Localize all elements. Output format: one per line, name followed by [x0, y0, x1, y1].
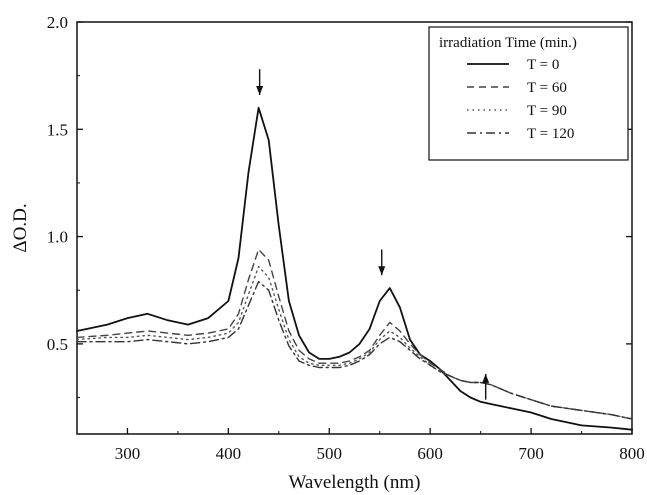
y-axis-title: ΔO.D.: [10, 203, 31, 252]
plot-frame: [76, 21, 633, 435]
series-line-0: [76, 106, 633, 431]
x-tick-label: 700: [518, 444, 544, 463]
arrow-head-down-0: [256, 85, 264, 95]
x-axis-title: Wavelength (nm): [289, 472, 421, 493]
legend-label-3: T = 120: [527, 126, 574, 142]
annotations: [256, 69, 490, 400]
x-tick-label: 400: [216, 444, 242, 463]
x-tick-label: 800: [619, 444, 645, 463]
series-line-3: [76, 280, 633, 420]
series-line-2: [76, 265, 633, 420]
series-line-1: [76, 248, 633, 420]
legend-label-2: T = 90: [527, 103, 567, 119]
ticks: 300 400 500 600 700 800 0.5 1.0 1.5 2.0: [47, 13, 645, 463]
y-tick-label: 1.5: [47, 120, 68, 139]
y-tick-label: 0.5: [47, 335, 68, 354]
arrow-head-down-1: [378, 266, 386, 276]
legend: irradiation Time (min.) T = 0 T = 60 T = 9…: [428, 26, 629, 161]
legend-box: [428, 26, 629, 161]
legend-label-1: T = 60: [527, 80, 567, 96]
arrow-head-up-2: [482, 373, 490, 383]
y-tick-label: 2.0: [47, 13, 68, 32]
legend-entries: T = 0 T = 60 T = 90 T = 120: [467, 57, 574, 142]
x-tick-label: 500: [317, 444, 343, 463]
y-tick-label: 1.0: [47, 228, 68, 247]
x-tick-label: 600: [417, 444, 443, 463]
x-tick-label: 300: [115, 444, 141, 463]
legend-label-0: T = 0: [527, 57, 559, 73]
axes: [76, 21, 633, 435]
series-lines: [76, 106, 633, 431]
legend-title: irradiation Time (min.): [439, 35, 577, 51]
